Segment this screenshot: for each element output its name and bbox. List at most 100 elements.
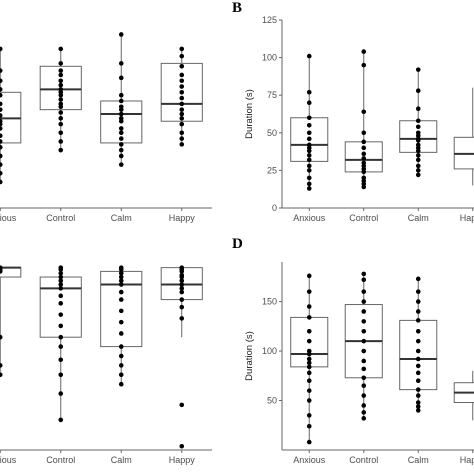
data-point: [179, 84, 185, 89]
data-point: [415, 299, 421, 304]
x-tick-label-anxious: Anxious: [293, 213, 326, 223]
data-point: [0, 334, 3, 340]
data-point: [58, 68, 64, 73]
data-point: [361, 403, 367, 408]
data-point: [118, 363, 124, 368]
data-point: [58, 391, 64, 396]
data-point: [306, 351, 312, 357]
data-point: [58, 417, 64, 423]
data-point: [306, 186, 312, 191]
data-point: [58, 301, 64, 306]
data-point: [361, 416, 367, 421]
data-point: [118, 297, 124, 302]
data-point: [361, 348, 367, 354]
data-point: [415, 276, 421, 282]
data-point: [361, 145, 367, 151]
data-point: [361, 358, 367, 364]
data-point: [118, 136, 124, 141]
panel-b: 0 25 50 75 100 125 Duration (s) B Anxious Control…: [232, 0, 474, 223]
data-point: [415, 163, 421, 169]
data-point: [415, 363, 421, 369]
data-point: [58, 267, 64, 272]
panel-a: Anxious Control Calm Happy: [0, 32, 212, 223]
data-point: [58, 116, 64, 121]
data-point: [118, 126, 124, 131]
x-tick-label-happy: Happy: [460, 213, 474, 223]
data-point: [0, 87, 3, 92]
data-point: [361, 49, 367, 54]
data-point: [306, 315, 312, 320]
y-tick-label: 50: [267, 396, 277, 406]
data-point: [415, 153, 421, 158]
data-point: [118, 274, 124, 280]
data-point: [361, 338, 367, 344]
data-point: [179, 269, 185, 274]
data-point: [415, 378, 421, 384]
data-point: [118, 344, 124, 349]
data-point: [179, 289, 185, 295]
data-point: [361, 375, 367, 381]
data-point: [415, 393, 421, 398]
data-point: [58, 97, 64, 102]
data-point: [179, 107, 185, 112]
data-point: [306, 181, 312, 187]
data-point: [179, 304, 185, 310]
y-tick-label: 150: [262, 297, 277, 307]
data-point: [361, 319, 367, 324]
data-point: [179, 78, 185, 84]
data-point: [118, 147, 124, 153]
data-point: [0, 139, 3, 144]
data-point: [118, 267, 124, 272]
data-point: [306, 163, 312, 169]
data-point: [118, 331, 124, 336]
box-iqr: [160, 62, 203, 122]
y-tick-label: 75: [267, 90, 277, 100]
y-tick-label: 125: [262, 15, 277, 25]
data-point: [118, 107, 124, 112]
data-point: [58, 92, 64, 98]
data-point: [179, 46, 185, 52]
data-point: [306, 304, 312, 309]
data-point: [306, 413, 312, 418]
data-point: [415, 88, 421, 93]
data-point: [118, 162, 124, 167]
data-point: [306, 53, 312, 59]
data-point: [118, 61, 124, 66]
data-point: [415, 67, 421, 72]
data-point: [0, 133, 3, 138]
data-point: [58, 82, 64, 88]
x-tick-label-control: Control: [349, 455, 378, 465]
data-point: [0, 68, 3, 73]
data-point: [415, 408, 421, 413]
data-point: [415, 338, 421, 344]
data-point: [361, 309, 367, 314]
data-point: [415, 400, 421, 405]
x-tick-label-happy: Happy: [169, 213, 196, 223]
data-point: [179, 136, 185, 141]
data-point: [306, 100, 312, 106]
data-point: [415, 289, 421, 294]
data-point: [415, 309, 421, 314]
data-point: [361, 393, 367, 398]
data-point: [179, 116, 185, 121]
box-iqr: [39, 65, 82, 111]
data-point: [118, 75, 124, 81]
data-point: [306, 122, 312, 128]
data-point: [118, 381, 124, 387]
y-tick-label: 0: [272, 203, 277, 213]
data-point: [118, 142, 124, 147]
data-point: [58, 344, 64, 349]
data-point: [179, 402, 185, 408]
data-point: [58, 121, 64, 127]
data-point: [118, 289, 124, 295]
data-point: [415, 138, 421, 143]
data-point: [0, 46, 3, 52]
y-tick-label: 100: [262, 53, 277, 63]
x-tick-label-calm: Calm: [111, 213, 132, 223]
data-point: [0, 144, 3, 150]
x-tick-label-happy: Happy: [460, 455, 474, 465]
data-point: [0, 78, 3, 84]
data-point: [415, 404, 421, 409]
data-point: [361, 299, 367, 304]
data-point: [306, 360, 312, 366]
